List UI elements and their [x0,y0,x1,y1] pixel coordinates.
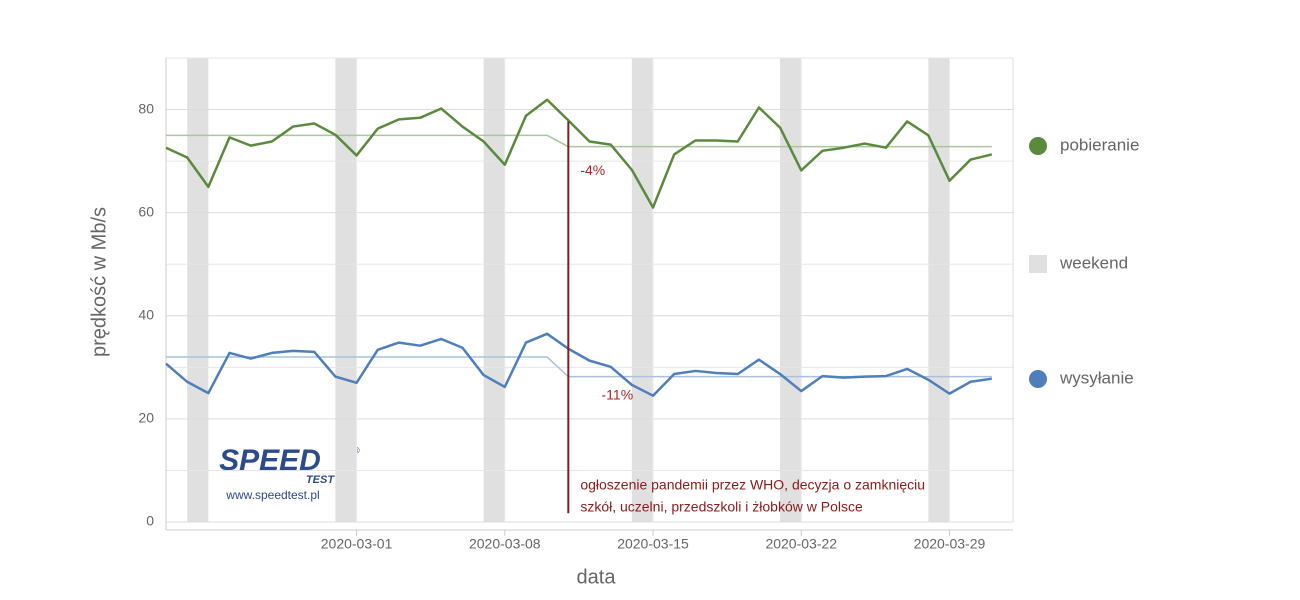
x-tick-label: 2020-03-15 [617,536,689,552]
y-tick-label: 20 [138,410,154,426]
x-tick-label: 2020-03-08 [469,536,541,552]
y-tick-label: 60 [138,203,154,219]
weekend-band [335,58,357,522]
y-axis-label: prędkość w Mb/s [88,207,110,357]
series-line [165,98,993,209]
weekend-band [631,58,654,522]
y-tick-label: 80 [138,100,154,116]
weekend-band [928,58,950,522]
legend-swatch [1029,370,1047,388]
logo-url: www.speedtest.pl [225,488,319,502]
event-text: ogłoszenie pandemii przez WHO, decyzja o… [580,477,925,493]
change-label: -4% [580,162,605,178]
change-label: -11% [602,386,634,402]
legend-swatch [1029,137,1047,155]
x-tick-label: 2020-03-01 [321,536,393,552]
legend-label: weekend [1059,253,1128,272]
x-tick-label: 2020-03-22 [765,536,837,552]
logo-subtext: TEST [306,474,335,486]
logo-text: SPEED [219,444,321,477]
y-tick-label: 40 [138,306,154,322]
weekend-band [187,58,209,522]
background-layer [166,57,1013,523]
average-line [166,356,992,378]
x-axis-label: data [577,566,617,588]
x-tick-label: 2020-03-29 [914,536,986,552]
legend-label: pobieranie [1060,135,1139,154]
legend-label: wysyłanie [1059,368,1134,387]
weekend-band [780,58,802,522]
y-tick-label: 0 [146,513,154,529]
weekend-band [483,58,505,522]
legend-swatch [1029,255,1047,273]
series-line [165,332,993,397]
event-text: szkół, uczelni, przedszkoli i żłobków w … [580,499,863,515]
